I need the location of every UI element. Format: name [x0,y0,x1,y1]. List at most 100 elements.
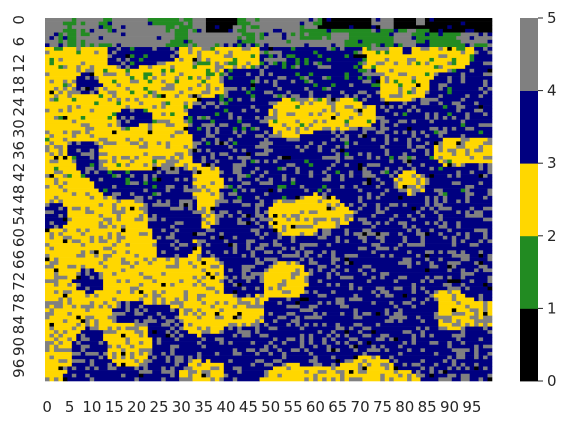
heatmap-cell [456,221,462,226]
heatmap-cell [416,206,421,211]
heatmap-cell [107,137,126,142]
heatmap-cell [134,253,140,258]
heatmap-cell [45,123,82,128]
heatmap-cell [272,61,278,66]
heatmap-cell [380,163,408,168]
heatmap-cell [362,268,372,273]
heatmap-cell [237,275,242,280]
heatmap-cell [272,199,278,204]
heatmap-cell [380,348,386,353]
heatmap-cell [45,21,64,26]
heatmap-cell [281,123,287,128]
heatmap-cell [85,21,99,26]
heatmap-cell [268,130,274,135]
heatmap-cell [460,174,479,179]
heatmap-cell [447,76,453,81]
heatmap-cell [290,155,323,160]
heatmap-cell [49,184,59,189]
heatmap-cell [45,326,50,331]
heatmap-cell [246,108,256,113]
heatmap-cell [290,290,305,295]
heatmap-cell [241,86,247,91]
heatmap-cell [174,282,193,287]
heatmap-cell [129,57,140,62]
heatmap-cell [62,43,68,48]
heatmap-cell [456,210,462,215]
heatmap-cell [147,195,153,200]
heatmap-cell [116,250,126,255]
heatmap-cell [205,116,211,120]
heatmap-cell [219,330,225,335]
heatmap-cell [268,268,296,273]
heatmap-cell [295,250,301,255]
heatmap-cell [156,217,162,222]
heatmap-cell [407,348,412,353]
heatmap-cell [89,195,95,200]
heatmap-cell [308,145,318,149]
heatmap-cell [438,126,444,131]
heatmap-cell [272,359,283,364]
heatmap-cell [299,214,345,218]
heatmap-cell [170,47,175,51]
heatmap-cell [89,268,95,273]
heatmap-cell [129,105,153,110]
heatmap-cell [474,54,493,59]
heatmap-cell [228,72,247,77]
heatmap-cell [366,370,394,375]
heatmap-cell [165,25,175,30]
heatmap-cell [201,275,207,280]
heatmap-cell [348,286,354,291]
heatmap-cell [241,65,247,70]
heatmap-cell [375,174,390,179]
heatmap-cell [196,333,202,338]
heatmap-cell [161,312,180,316]
heatmap-cell [469,243,479,247]
heatmap-cell [45,148,50,153]
heatmap-cell [210,192,216,197]
heatmap-cell [219,221,238,226]
heatmap-cell [420,377,439,382]
heatmap-cell [348,239,363,244]
heatmap-cell [161,337,175,342]
heatmap-cell [49,36,55,41]
heatmap-cell [340,112,359,117]
heatmap-cell [272,203,327,208]
heatmap-cell [232,351,242,356]
heatmap-cell [76,134,90,139]
heatmap-cell [129,341,140,345]
heatmap-cell [241,126,247,131]
heatmap-cell [98,293,144,298]
heatmap-cell [460,290,493,295]
heatmap-cell [299,166,327,171]
heatmap-cell [474,322,479,327]
heatmap-cell [219,170,225,175]
heatmap-cell [407,228,412,233]
heatmap-cell [112,297,117,302]
heatmap-cell [465,152,470,157]
heatmap-cell [272,119,278,124]
heatmap-cell [398,214,408,218]
heatmap-cell [138,232,149,237]
heatmap-cell [250,272,265,277]
heatmap-cell [188,108,225,113]
heatmap-cell [196,370,202,375]
heatmap-cell [264,36,283,41]
heatmap-cell [393,130,399,135]
heatmap-cell [420,370,430,375]
heatmap-cell [268,297,287,302]
heatmap-cell [348,221,363,226]
heatmap-cell [357,341,363,345]
heatmap-cell [98,235,104,240]
heatmap-cell [308,174,314,179]
heatmap-cell [250,90,265,95]
heatmap-cell [357,362,363,367]
heatmap-cell [353,214,372,218]
heatmap-cell [210,57,234,62]
heatmap-cell [357,235,368,240]
heatmap-cell [183,145,189,149]
heatmap-cell [313,341,323,345]
heatmap-cell [357,337,377,342]
heatmap-cell [438,141,444,146]
heatmap-cell [53,177,59,182]
heatmap-cell [250,333,260,338]
